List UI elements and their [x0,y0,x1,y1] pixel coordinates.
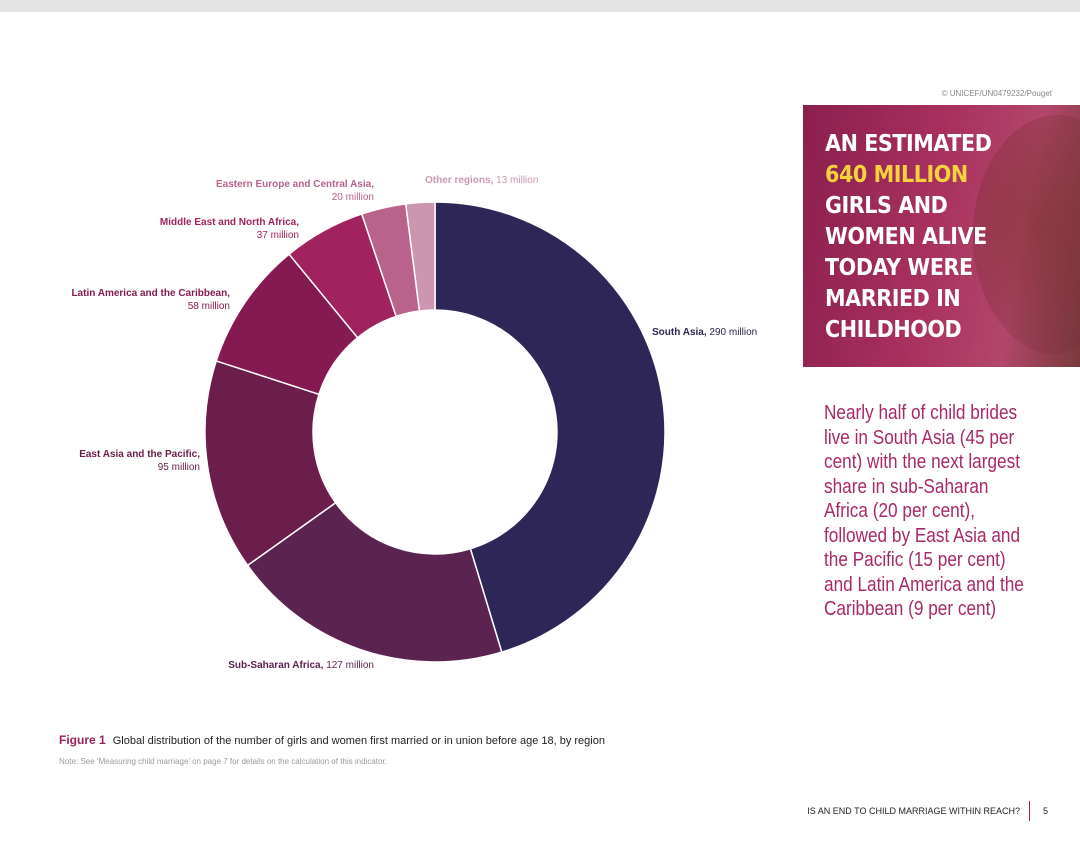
label-value: 127 million [326,660,374,671]
headline-line: GIRLS AND [825,193,948,219]
figure-caption: Figure 1 Global distribution of the numb… [59,733,605,747]
label-name: East Asia and the Pacific, [79,449,200,460]
label-value: 37 million [256,230,299,241]
hero-headline: AN ESTIMATED 640 MILLION GIRLS AND WOMEN… [825,129,992,346]
label-value: 290 million [709,327,758,338]
label-name: Latin America and the Caribbean, [71,288,230,299]
page-number: 5 [1043,806,1049,816]
label-name: South Asia, [652,327,707,338]
label-name: Sub-Saharan Africa, [228,660,324,671]
label-name: Middle East and North Africa, [159,217,299,228]
label-name: Other regions, [425,175,494,186]
label-value: 58 million [187,301,230,312]
donut-slice-0 [434,201,666,654]
photo-credit: © UNICEF/UN0479232/Pouget [941,89,1052,98]
slice-label-latin-america: Latin America and the Caribbean, 58 mill… [30,287,230,313]
donut-slice-6 [404,201,436,312]
slice-label-eastern-europe: Eastern Europe and Central Asia, 20 mill… [160,178,374,204]
slice-label-middle-east: Middle East and North Africa, 37 million [100,216,299,242]
side-callout-text: Nearly half of child brides live in Sout… [824,402,1024,620]
label-value: 20 million [331,192,374,203]
slice-label-sub-saharan-africa: Sub-Saharan Africa, 127 million [200,659,374,672]
headline-line: WOMEN ALIVE [825,224,987,250]
donut-slice-1 [246,501,503,663]
label-name: Eastern Europe and Central Asia, [215,179,374,190]
slice-label-south-asia: South Asia, 290 million [652,326,772,339]
label-value: 95 million [157,462,200,473]
figure-note: Note: See ‘Measuring child marriage’ on … [59,757,387,766]
hero-photo-panel: AN ESTIMATED 640 MILLION GIRLS AND WOMEN… [803,105,1080,367]
headline-line: AN ESTIMATED [825,131,992,157]
label-value: 13 million [496,175,539,186]
top-bar [0,0,1080,12]
figure-number: Figure 1 [59,733,106,747]
headline-line: CHILDHOOD [825,317,962,343]
figure-caption-text: Global distribution of the number of gir… [112,735,605,747]
headline-highlight: 640 MILLION [825,162,968,188]
headline-line: MARRIED IN [825,286,961,312]
slice-label-other-regions: Other regions, 13 million [425,174,555,187]
footer-separator [1029,801,1030,821]
running-footer-title: IS AN END TO CHILD MARRIAGE WITHIN REACH… [807,806,1020,816]
headline-line: TODAY WERE [825,255,973,281]
slice-label-east-asia-pacific: East Asia and the Pacific, 95 million [30,448,200,474]
